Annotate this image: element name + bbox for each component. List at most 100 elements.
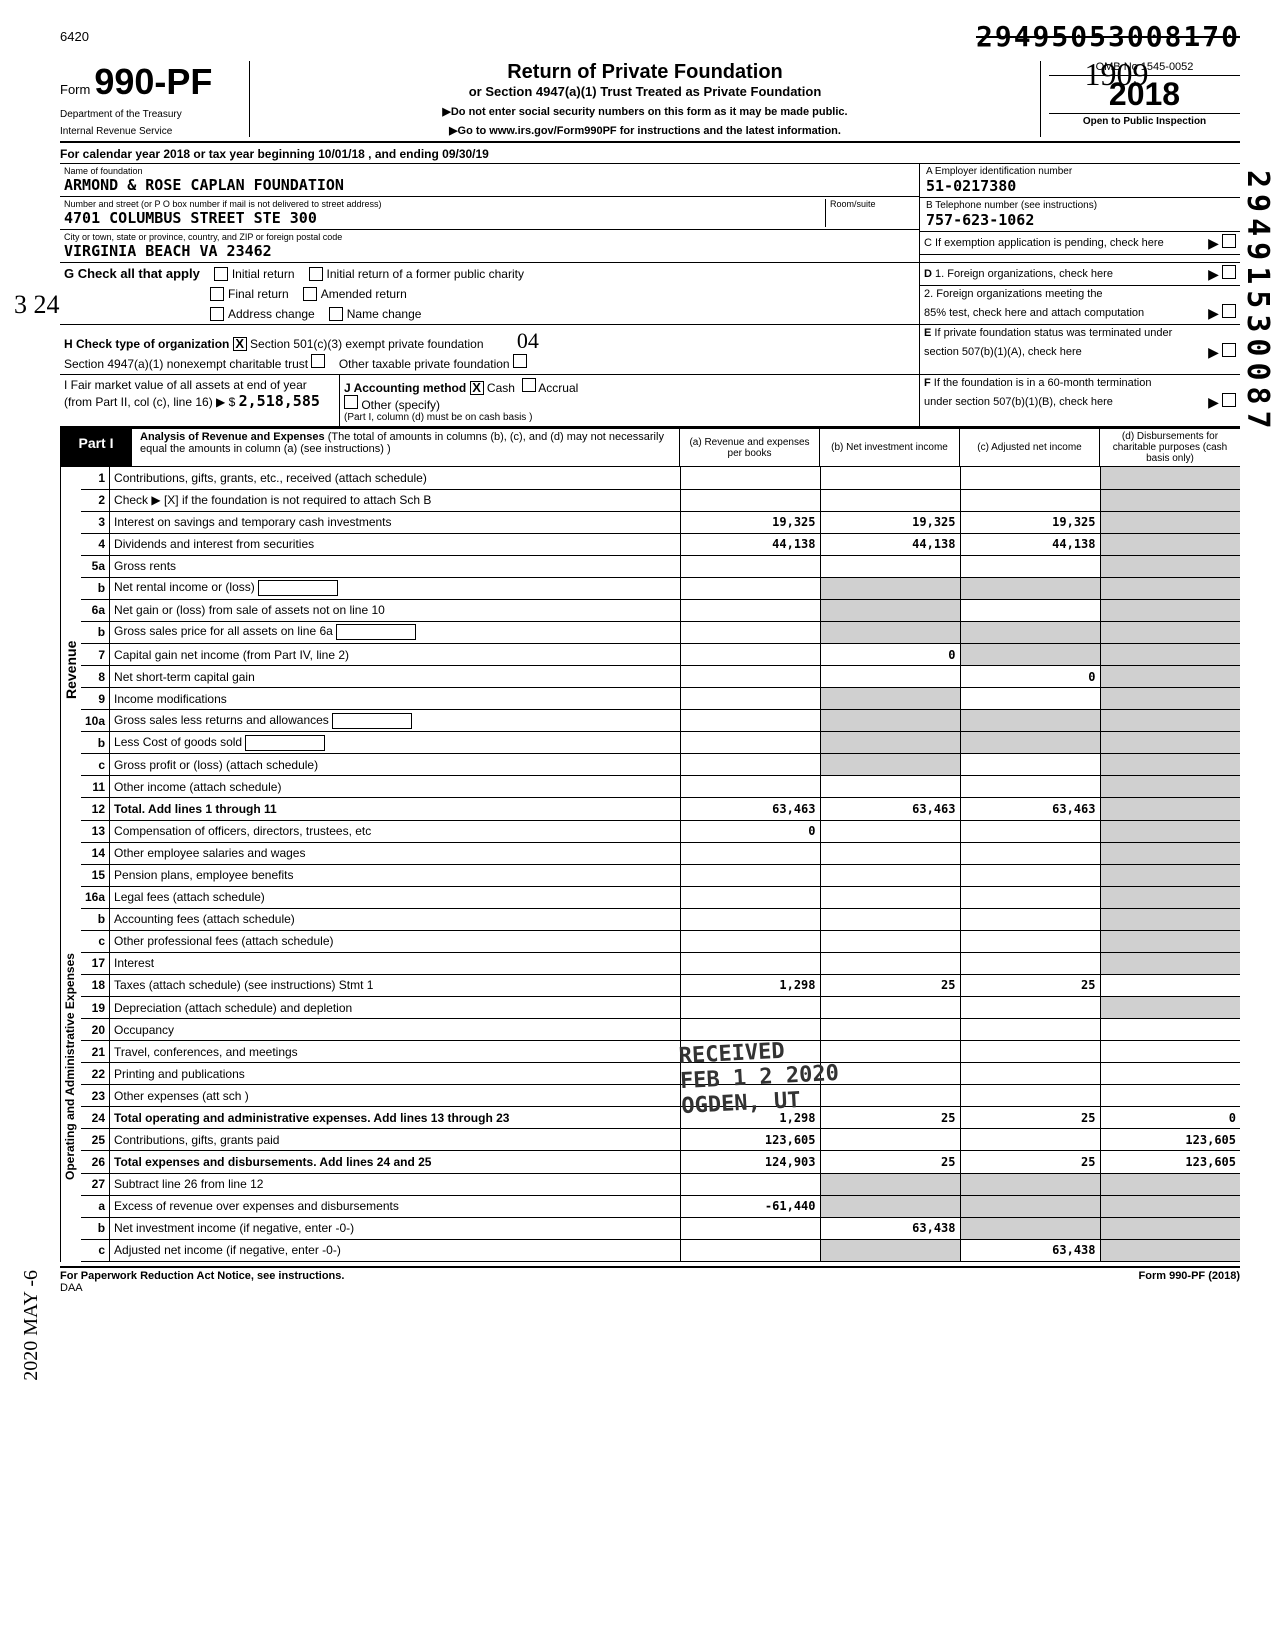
footer-notice: For Paperwork Reduction Act Notice, see …	[60, 1270, 344, 1282]
form-subtitle: or Section 4947(a)(1) Trust Treated as P…	[260, 84, 1030, 99]
section-c-label: C If exemption application is pending, c…	[924, 237, 1164, 249]
table-row: bAccounting fees (attach schedule)	[81, 908, 1240, 930]
table-row: bGross sales price for all assets on lin…	[81, 621, 1240, 643]
h-opt3: Other taxable private foundation	[339, 357, 510, 371]
table-row: cGross profit or (loss) (attach schedule…	[81, 754, 1240, 776]
header-instr1: ▶Do not enter social security numbers on…	[260, 105, 1030, 118]
lbl-final-return: Final return	[228, 287, 289, 301]
header-right: 1909 OMB No 1545-0052 2018 Open to Publi…	[1040, 61, 1240, 137]
left-handwritten: 3 24	[14, 290, 60, 320]
dept-irs: Internal Revenue Service	[60, 126, 241, 137]
table-row: 23Other expenses (att sch )	[81, 1085, 1240, 1107]
f1-label: If the foundation is in a 60-month termi…	[934, 377, 1152, 389]
cb-name-change[interactable]	[329, 307, 343, 321]
table-row: 15Pension plans, employee benefits	[81, 864, 1240, 886]
dept-treasury: Department of the Treasury	[60, 109, 241, 120]
table-row: bNet rental income or (loss)	[81, 577, 1240, 599]
table-row: 22Printing and publications	[81, 1063, 1240, 1085]
cb-initial-return[interactable]	[214, 267, 228, 281]
public-inspection: Open to Public Inspection	[1049, 113, 1240, 127]
right-margin-stamp: 29491530087	[1240, 170, 1275, 435]
cb-addr-change[interactable]	[210, 307, 224, 321]
form-prefix: Form	[60, 82, 90, 97]
doc-number-top: 6420	[60, 29, 89, 44]
cb-cash[interactable]: X	[470, 381, 484, 395]
e2-label: section 507(b)(1)(A), check here	[924, 346, 1082, 358]
cb-initial-former[interactable]	[309, 267, 323, 281]
part1-cash-note: (Part I, column (d) must be on cash basi…	[344, 412, 915, 423]
cb-f[interactable]	[1222, 393, 1236, 407]
table-row: 14Other employee salaries and wages	[81, 842, 1240, 864]
table-row: 20Occupancy	[81, 1019, 1240, 1041]
table-row: 18Taxes (attach schedule) (see instructi…	[81, 974, 1240, 996]
footer-form: Form 990-PF (2018)	[1139, 1270, 1240, 1282]
part1-table: 1Contributions, gifts, grants, etc., rec…	[81, 467, 1240, 1262]
handwritten-1909: 1909	[1085, 56, 1149, 93]
table-row: 3Interest on savings and temporary cash …	[81, 511, 1240, 533]
table-row: 2Check ▶ [X] if the foundation is not re…	[81, 489, 1240, 511]
table-row: 10aGross sales less returns and allowanc…	[81, 710, 1240, 732]
name-label: Name of foundation	[64, 166, 915, 176]
struck-number: 29495053008170	[976, 20, 1240, 53]
form-number: 990-PF	[94, 61, 212, 103]
table-row: 16aLegal fees (attach schedule)	[81, 886, 1240, 908]
header-instr2: ▶Go to www.irs.gov/Form990PF for instruc…	[260, 124, 1030, 137]
tel-label: B Telephone number (see instructions)	[926, 200, 1234, 211]
table-row: 26Total expenses and disbursements. Add …	[81, 1151, 1240, 1173]
foundation-city: VIRGINIA BEACH VA 23462	[64, 242, 915, 260]
table-row: bLess Cost of goods sold	[81, 732, 1240, 754]
lbl-cash: Cash	[487, 381, 515, 395]
table-row: bNet investment income (if negative, ent…	[81, 1217, 1240, 1239]
cb-other-method[interactable]	[344, 395, 358, 409]
cb-e[interactable]	[1222, 343, 1236, 357]
col-b-header: (b) Net investment income	[820, 429, 960, 466]
lbl-amended: Amended return	[321, 287, 407, 301]
cb-h-other[interactable]	[513, 354, 527, 368]
footer-daa: DAA	[60, 1282, 1240, 1294]
table-row: 7Capital gain net income (from Part IV, …	[81, 644, 1240, 666]
revenue-side-label: Revenue	[60, 467, 81, 872]
section-c-checkbox[interactable]	[1222, 234, 1236, 248]
cb-d1[interactable]	[1222, 265, 1236, 279]
h-opt1: Section 501(c)(3) exempt private foundat…	[250, 337, 483, 351]
table-row: cAdjusted net income (if negative, enter…	[81, 1239, 1240, 1261]
cb-h-4947[interactable]	[311, 354, 325, 368]
form-title: Return of Private Foundation	[260, 61, 1030, 84]
table-row: 25Contributions, gifts, grants paid123,6…	[81, 1129, 1240, 1151]
cb-h-501c3[interactable]: X	[233, 337, 247, 351]
cb-final-return[interactable]	[210, 287, 224, 301]
col-a-header: (a) Revenue and expenses per books	[680, 429, 820, 466]
table-row: 19Depreciation (attach schedule) and dep…	[81, 997, 1240, 1019]
table-row: 24Total operating and administrative exp…	[81, 1107, 1240, 1129]
ein-label: A Employer identification number	[926, 166, 1234, 177]
table-row: aExcess of revenue over expenses and dis…	[81, 1195, 1240, 1217]
table-row: 5aGross rents	[81, 555, 1240, 577]
table-row: 6aNet gain or (loss) from sale of assets…	[81, 599, 1240, 621]
fmv-value: 2,518,585	[239, 392, 320, 410]
lbl-other-method: Other (specify)	[361, 398, 440, 412]
cb-d2[interactable]	[1222, 304, 1236, 318]
tel-value: 757-623-1062	[926, 211, 1234, 229]
cb-accrual[interactable]	[522, 378, 536, 392]
foundation-name: ARMOND & ROSE CAPLAN FOUNDATION	[64, 176, 915, 194]
table-row: 12Total. Add lines 1 through 1163,46363,…	[81, 798, 1240, 820]
header-center: Return of Private Foundation or Section …	[250, 61, 1040, 137]
section-g-label: G Check all that apply	[64, 266, 200, 281]
foundation-address: 4701 COLUMBUS STREET STE 300	[64, 209, 825, 227]
col-c-header: (c) Adjusted net income	[960, 429, 1100, 466]
bottom-handwritten: 2020 MAY -6	[20, 1270, 43, 1381]
part1-title: Analysis of Revenue and Expenses	[140, 431, 325, 443]
city-label: City or town, state or province, country…	[64, 232, 915, 242]
calendar-year-line: For calendar year 2018 or tax year begin…	[60, 145, 1240, 164]
table-row: cOther professional fees (attach schedul…	[81, 930, 1240, 952]
lbl-name-change: Name change	[347, 307, 422, 321]
lbl-accrual: Accrual	[538, 381, 578, 395]
hand-04: 04	[517, 328, 539, 353]
cb-amended[interactable]	[303, 287, 317, 301]
table-row: 17Interest	[81, 952, 1240, 974]
table-row: 27Subtract line 26 from line 12	[81, 1173, 1240, 1195]
table-row: 9Income modifications	[81, 688, 1240, 710]
room-label: Room/suite	[830, 199, 915, 209]
table-row: 11Other income (attach schedule)	[81, 776, 1240, 798]
table-row: 13Compensation of officers, directors, t…	[81, 820, 1240, 842]
